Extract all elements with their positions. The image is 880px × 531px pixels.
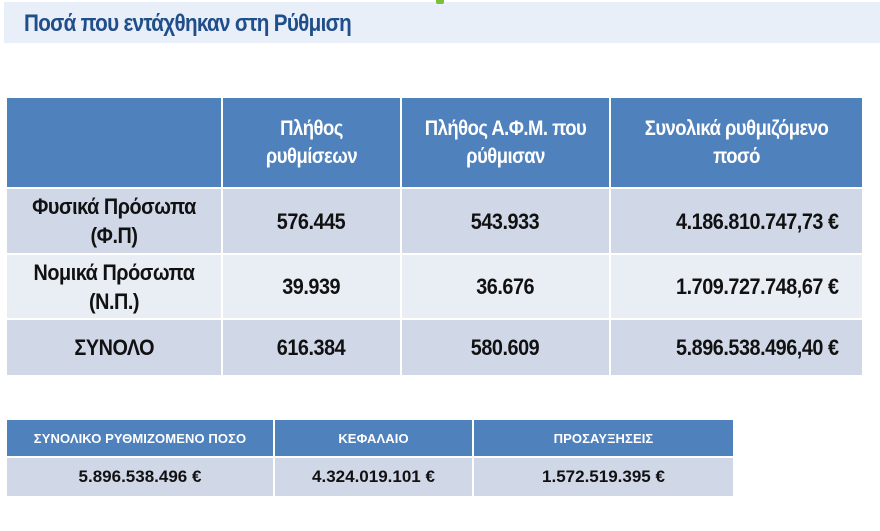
principal-value: 4.324.019.101 € — [273, 456, 474, 498]
regulation-stats-table: Πλήθος ρυθμίσεων Πλήθος Α.Φ.Μ. που ρύθμι… — [5, 96, 864, 377]
arrangements-value: 616.384 — [221, 318, 402, 377]
table-header-row: ΣΥΝΟΛΙΚΟ ΡΥΘΜΙΖΟΜΕΝΟ ΠΟΣΟ ΚΕΦΑΛΑΙΟ ΠΡΟΣΑ… — [5, 418, 735, 458]
tax-ids-value: 36.676 — [400, 253, 611, 320]
row-label: Φυσικά Πρόσωπα (Φ.Π) — [5, 187, 223, 255]
table-row-total: ΣΥΝΟΛΟ 616.384 580.609 5.896.538.496,40 … — [5, 318, 864, 377]
page-title: Ποσά που εντάχθηκαν στη Ρύθμιση — [24, 10, 352, 37]
title-band: Ποσά που εντάχθηκαν στη Ρύθμιση — [4, 2, 880, 43]
surcharges-value: 1.572.519.395 € — [472, 456, 735, 498]
table-row: Νομικά Πρόσωπα (Ν.Π.) 39.939 36.676 1.70… — [5, 253, 864, 320]
tax-ids-value: 543.933 — [400, 187, 611, 255]
amount-value: 5.896.538.496,40 € — [609, 318, 864, 377]
arrangements-value: 576.445 — [221, 187, 402, 255]
amount-value: 1.709.727.748,67 € — [609, 253, 864, 320]
table-row: 5.896.538.496 € 4.324.019.101 € 1.572.51… — [5, 456, 735, 498]
tax-ids-value: 580.609 — [400, 318, 611, 377]
header-principal: ΚΕΦΑΛΑΙΟ — [273, 418, 474, 458]
header-total-regulated-amount: ΣΥΝΟΛΙΚΟ ΡΥΘΜΙΖΟΜΕΝΟ ΠΟΣΟ — [5, 418, 275, 458]
header-empty — [5, 96, 223, 189]
table-header-row: Πλήθος ρυθμίσεων Πλήθος Α.Φ.Μ. που ρύθμι… — [5, 96, 864, 189]
total-regulated-amount-value: 5.896.538.496 € — [5, 456, 275, 498]
table-row: Φυσικά Πρόσωπα (Φ.Π) 576.445 543.933 4.1… — [5, 187, 864, 255]
amount-breakdown-table: ΣΥΝΟΛΙΚΟ ΡΥΘΜΙΖΟΜΕΝΟ ΠΟΣΟ ΚΕΦΑΛΑΙΟ ΠΡΟΣΑ… — [5, 418, 735, 498]
header-tax-id-count: Πλήθος Α.Φ.Μ. που ρύθμισαν — [400, 96, 611, 189]
header-arrangements-count: Πλήθος ρυθμίσεων — [221, 96, 402, 189]
arrangements-value: 39.939 — [221, 253, 402, 320]
header-surcharges: ΠΡΟΣΑΥΞΗΣΕΙΣ — [472, 418, 735, 458]
green-marker-icon — [436, 0, 444, 4]
header-total-amount: Συνολικά ρυθμιζόμενο ποσό — [609, 96, 864, 189]
amount-value: 4.186.810.747,73 € — [609, 187, 864, 255]
row-label: Νομικά Πρόσωπα (Ν.Π.) — [5, 253, 223, 320]
row-label: ΣΥΝΟΛΟ — [5, 318, 223, 377]
